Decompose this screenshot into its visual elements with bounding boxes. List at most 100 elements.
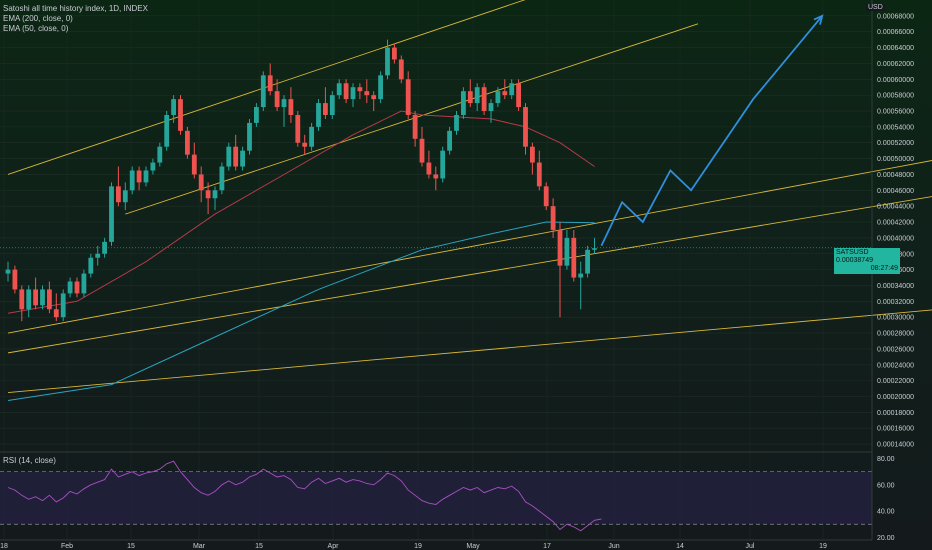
candle-body: [343, 83, 349, 100]
candle-body: [288, 99, 294, 115]
candle-body: [226, 146, 232, 167]
projection-line: [600, 15, 823, 247]
y-tick-label: 0.00040000: [877, 235, 914, 242]
trend-lines: [7, 0, 932, 393]
price-countdown: 08:27:49: [870, 265, 898, 272]
currency-label: USD: [866, 4, 885, 11]
candle-body: [578, 273, 584, 278]
candle-body: [440, 150, 446, 179]
candle-body: [585, 249, 590, 274]
trend-line: [125, 23, 699, 215]
rsi-tick-label: 40.00: [877, 509, 895, 516]
candle-body: [191, 154, 197, 175]
y-tick-label: 0.00066000: [877, 29, 914, 36]
y-tick-label: 0.00032000: [877, 299, 914, 306]
candle-body: [481, 87, 487, 112]
y-tick-label: 0.00030000: [877, 315, 914, 322]
candle-body: [509, 83, 515, 96]
x-tick-label: 17: [543, 543, 551, 550]
rsi-legend: RSI (14, close): [3, 456, 56, 465]
candle-body: [88, 257, 94, 274]
candle-body: [461, 91, 466, 115]
price-symbol: SATSUSD: [836, 249, 869, 256]
ema50-legend: EMA (50, close, 0): [3, 24, 69, 33]
candle-body: [281, 99, 287, 108]
current-price-badge: SATSUSD 0.00038749 08:27:49: [834, 248, 900, 274]
candle-body: [309, 126, 314, 147]
candle-body: [350, 87, 356, 100]
price-value: 0.00038749: [836, 257, 873, 264]
candle-body: [571, 237, 577, 278]
candle-body: [392, 47, 397, 60]
rsi-pane: 20.00 40.00 60.00 80.00: [0, 451, 895, 542]
x-tick-label: 15: [127, 543, 135, 550]
candle-body: [102, 241, 107, 254]
x-tick-label: Mar: [193, 543, 206, 550]
candle-body: [143, 170, 149, 183]
ema-lines: [7, 110, 595, 401]
candle-body: [543, 186, 549, 207]
candle-body: [122, 190, 128, 203]
candle-body: [81, 273, 87, 294]
candle-body: [371, 95, 377, 100]
candle-body: [67, 281, 73, 294]
y-tick-label: 0.00058000: [877, 93, 914, 100]
y-tick-label: 0.00042000: [877, 220, 914, 227]
y-tick-label: 0.00034000: [877, 283, 914, 290]
candle-body: [523, 107, 528, 147]
y-tick-label: 0.00054000: [877, 124, 914, 131]
candle-body: [516, 83, 521, 108]
rsi-line: [7, 460, 602, 532]
x-tick-label: Jul: [746, 543, 755, 550]
x-tick-label: 14: [676, 543, 684, 550]
candle-body: [116, 186, 121, 203]
ema50-line: [7, 110, 595, 314]
candle-body: [536, 162, 542, 187]
y-tick-label: 0.00016000: [877, 426, 914, 433]
candle-body: [323, 103, 328, 115]
x-tick-label: 19: [414, 543, 422, 550]
y-tick-label: 0.00052000: [877, 140, 914, 147]
candle-body: [129, 170, 135, 191]
y-tick-label: 0.00026000: [877, 346, 914, 353]
candle-body: [185, 130, 190, 155]
y-tick-label: 0.00068000: [877, 13, 914, 20]
candle-body: [95, 253, 101, 258]
ema200-legend: EMA (200, close, 0): [3, 14, 73, 23]
candle-body: [454, 114, 459, 131]
candle-body: [495, 91, 501, 104]
candle-body: [364, 91, 370, 96]
candle-body: [53, 309, 59, 318]
trend-line: [7, 309, 932, 393]
candle-body: [26, 289, 32, 310]
candle-body: [488, 103, 494, 112]
x-tick-label: Jun: [608, 543, 619, 550]
candle-body: [12, 269, 18, 290]
y-tick-label: 0.00050000: [877, 156, 914, 163]
candle-body: [157, 146, 163, 163]
time-axis[interactable]: 18 Feb 15 Mar 15 Apr 19 May 17 Jun 14 Jul 19: [0, 539, 872, 550]
candle-body: [212, 190, 218, 199]
candle-body: [433, 174, 439, 179]
candle-body: [164, 114, 170, 147]
x-tick-label: 18: [0, 543, 8, 550]
candle-body: [171, 99, 176, 115]
grid-lines: [0, 0, 872, 540]
y-tick-label: 0.00062000: [877, 61, 914, 68]
trend-line: [7, 160, 932, 334]
candle-body: [447, 130, 452, 151]
candle-body: [557, 229, 563, 266]
candle-body: [109, 186, 114, 242]
candle-body: [136, 170, 142, 183]
candle-body: [412, 114, 418, 139]
candle-body: [329, 95, 335, 115]
candle-body: [419, 138, 425, 163]
candle-body: [385, 47, 390, 76]
candle-body: [378, 75, 383, 100]
candle-body: [33, 289, 38, 306]
candle-body: [398, 59, 404, 80]
candle-body: [564, 237, 570, 266]
rsi-tick-label: 20.00: [877, 535, 895, 542]
candle-body: [198, 174, 204, 191]
